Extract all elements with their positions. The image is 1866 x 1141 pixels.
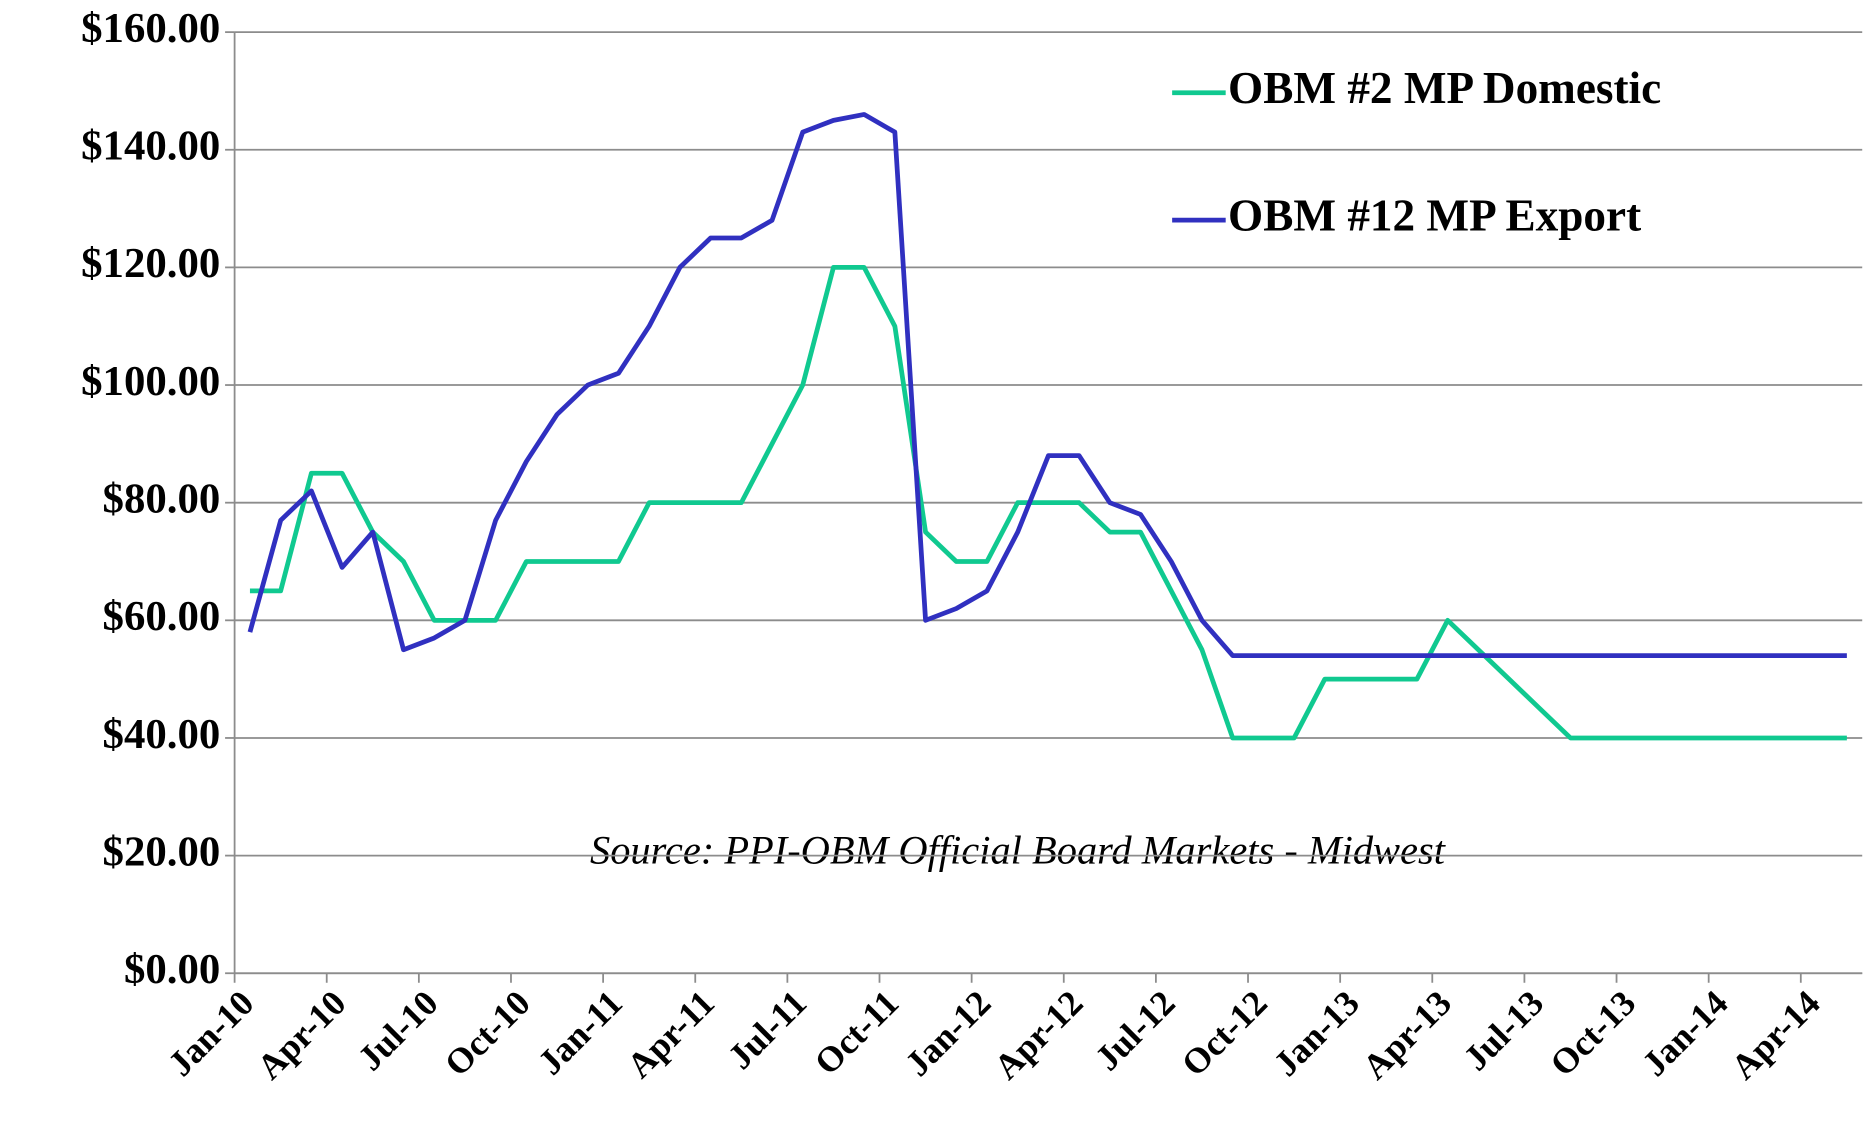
annotation: Source: PPI-OBM Official Board Markets -… <box>590 828 1447 873</box>
x-tick-label: Jul-12 <box>1087 983 1183 1079</box>
x-tick-label: Oct-13 <box>1542 983 1643 1084</box>
x-tick-label: Apr-12 <box>986 983 1090 1087</box>
x-tick-label: Oct-11 <box>807 983 907 1083</box>
y-tick-label: $140.00 <box>81 123 220 170</box>
x-tick-label: Jan-11 <box>530 983 630 1083</box>
x-tick-label: Apr-13 <box>1355 983 1459 1087</box>
x-tick-label: Jan-12 <box>897 983 998 1084</box>
x-tick-label: Jul-13 <box>1456 983 1552 1079</box>
x-tick-label: Oct-10 <box>437 983 538 1084</box>
legend-label: OBM #12 MP Export <box>1228 190 1641 240</box>
y-tick-label: $0.00 <box>124 946 220 993</box>
series-line <box>249 265 1847 741</box>
y-tick-label: $20.00 <box>103 828 221 875</box>
y-tick-label: $100.00 <box>81 358 220 405</box>
x-tick-label: Jan-14 <box>1634 982 1735 1083</box>
series-line <box>247 112 1847 658</box>
y-tick-label: $120.00 <box>81 240 220 287</box>
y-tick-label: $160.00 <box>81 5 220 52</box>
x-tick-label: Apr-14 <box>1723 982 1828 1087</box>
x-tick-label: Jul-11 <box>720 983 814 1077</box>
y-tick-label: $60.00 <box>103 593 221 640</box>
x-tick-label: Jan-10 <box>160 983 261 1084</box>
y-tick-label: $80.00 <box>103 476 221 523</box>
x-tick-label: Jul-10 <box>350 983 446 1079</box>
x-tick-label: Apr-10 <box>249 983 353 1087</box>
x-tick-label: Jan-13 <box>1266 983 1367 1084</box>
y-tick-label: $40.00 <box>103 711 221 758</box>
x-tick-label: Apr-11 <box>619 983 722 1086</box>
x-tick-label: Oct-12 <box>1174 983 1275 1084</box>
legend-label: OBM #2 MP Domestic <box>1228 63 1661 113</box>
